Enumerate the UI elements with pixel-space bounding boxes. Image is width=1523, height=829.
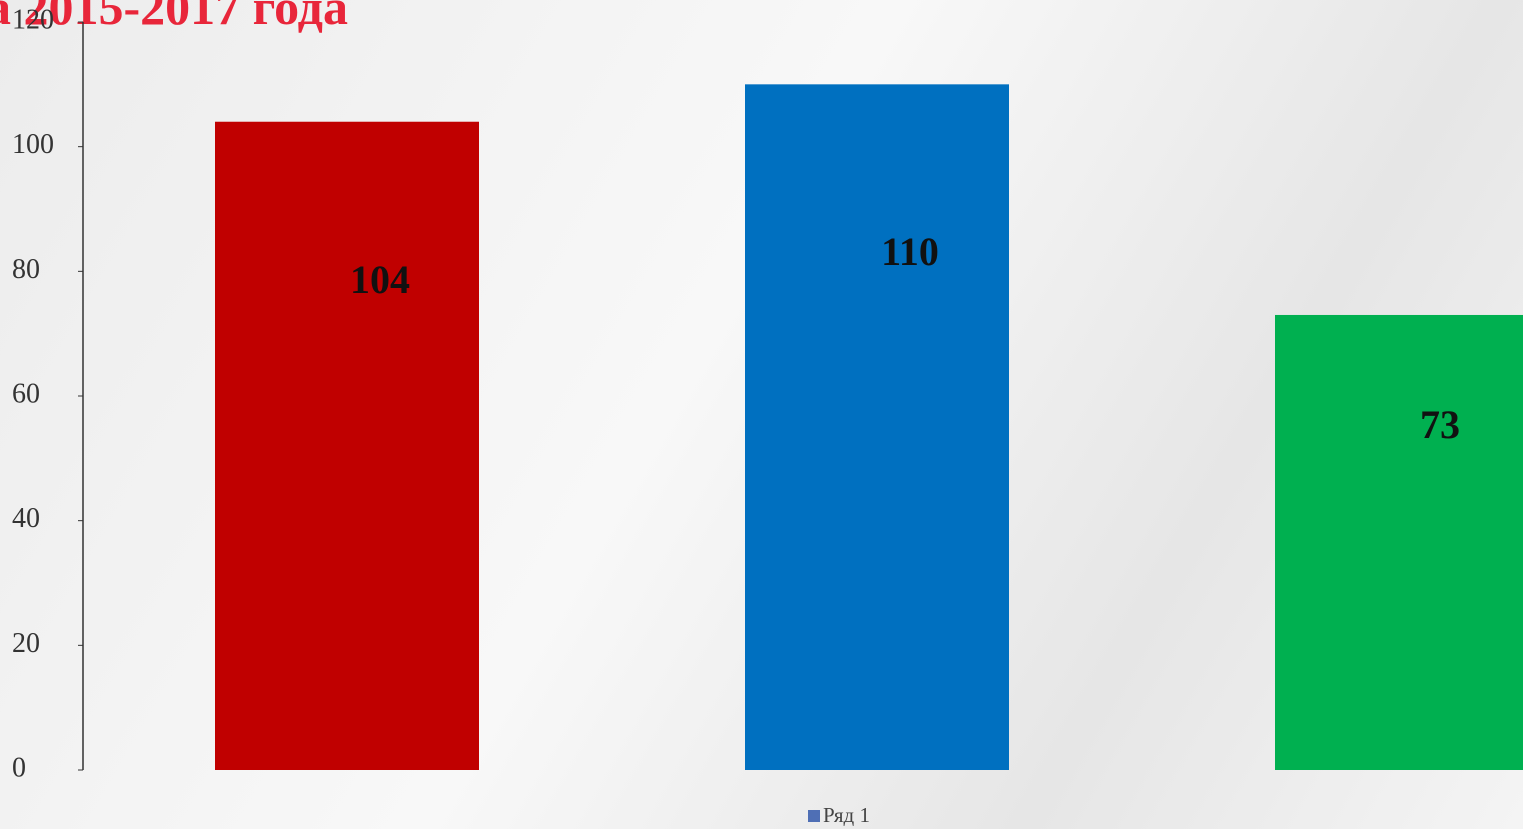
value-label: 73 [1420,402,1460,447]
y-tick-label: 100 [12,129,54,160]
y-tick-label: 80 [12,254,40,285]
y-tick-label: 0 [12,752,26,783]
bar [745,84,1009,771]
chart-title: а 2015-2017 года [0,0,348,35]
bar [1275,314,1523,770]
y-tick-label: 120 [12,4,54,35]
bar [215,121,479,770]
value-label: 104 [350,257,410,302]
value-label: 110 [881,229,939,274]
legend-swatch [808,810,820,822]
legend-label: Ряд 1 [823,803,870,827]
y-tick-label: 60 [12,378,40,409]
y-tick-label: 20 [12,628,40,659]
y-tick-label: 40 [12,503,40,534]
